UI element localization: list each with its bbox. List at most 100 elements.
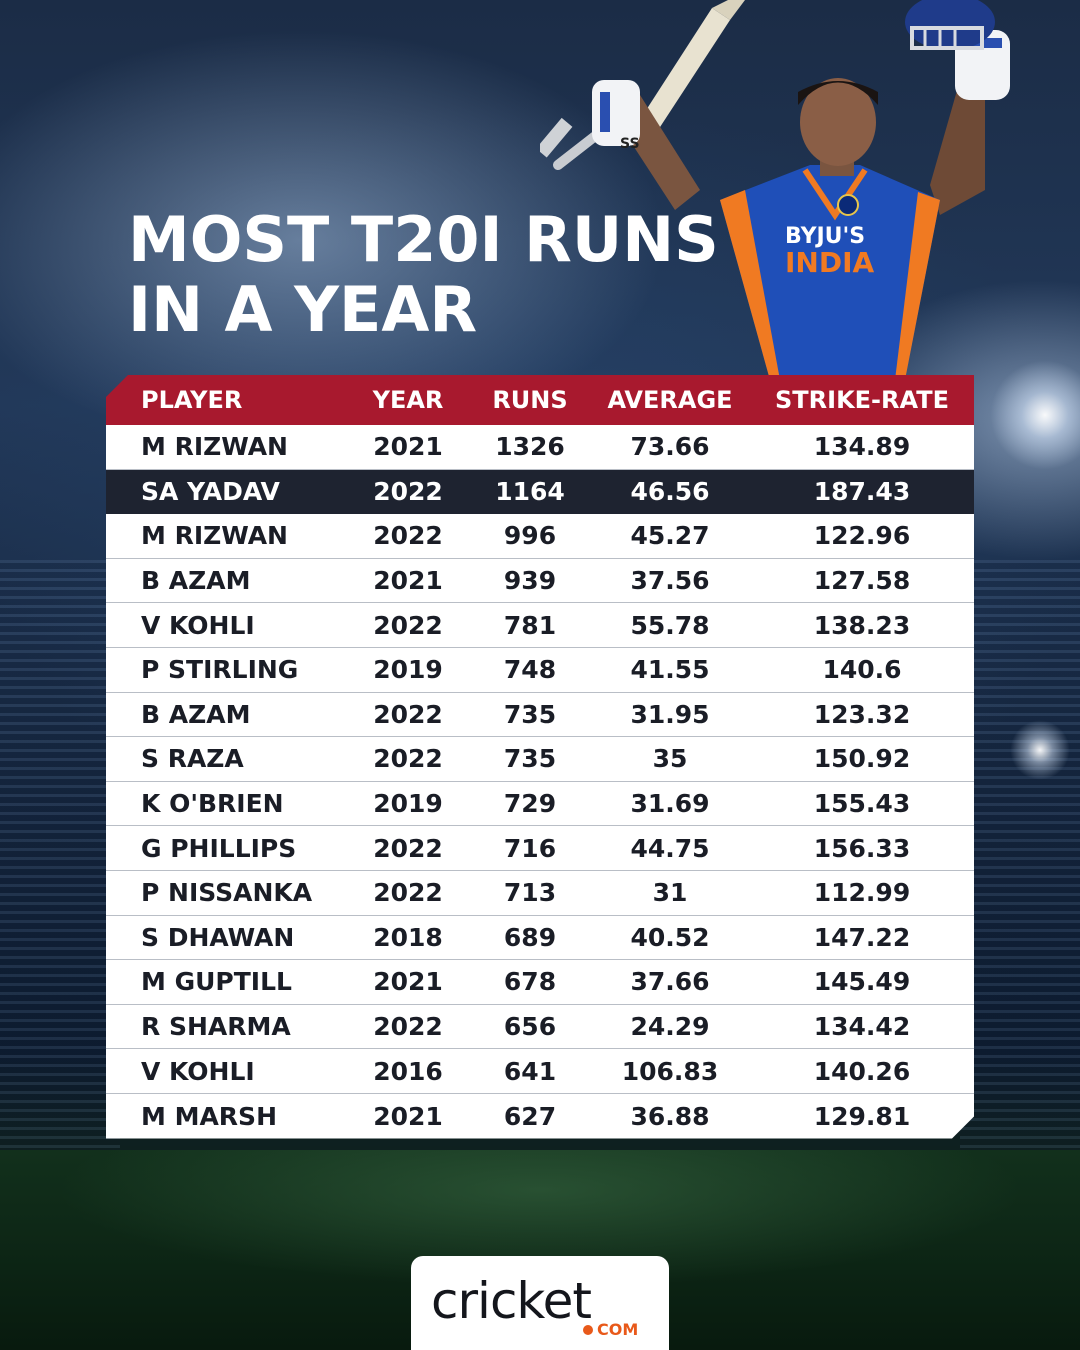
cell-strike-rate: 147.22 [813, 922, 911, 952]
cell-runs: 781 [503, 610, 557, 640]
table-row: P STIRLING 2019 748 41.55 140.6 [106, 648, 974, 693]
table-row: B AZAM 2021 939 37.56 127.58 [106, 559, 974, 604]
cell-year: 2022 [373, 833, 443, 863]
cell-strike-rate: 122.96 [813, 521, 911, 551]
jersey-team: INDIA [785, 246, 875, 279]
cell-player: B AZAM [141, 699, 251, 729]
cell-strike-rate: 123.32 [813, 699, 911, 729]
cell-runs: 641 [503, 1056, 557, 1086]
cell-strike-rate: 134.42 [813, 1012, 911, 1042]
table-header: PLAYER YEAR RUNS AVERAGE STRIKE-RATE [106, 375, 974, 425]
cell-average: 41.55 [630, 655, 710, 685]
table-body: M RIZWAN 2021 1326 73.66 134.89 SA YADAV 2022 1… [106, 425, 974, 1139]
table-row: S DHAWAN 2018 689 40.52 147.22 [106, 916, 974, 961]
cell-player: M RIZWAN [141, 521, 288, 551]
cell-player: M RIZWAN [141, 432, 288, 462]
cell-runs: 678 [503, 967, 557, 997]
logo-suffix: COM [597, 1320, 639, 1339]
cell-runs: 735 [503, 744, 557, 774]
cell-player: S RAZA [141, 744, 244, 774]
header-year: YEAR [372, 386, 444, 414]
cell-strike-rate: 187.43 [813, 477, 911, 507]
floodlight-glow [1010, 720, 1070, 780]
cell-year: 2022 [373, 521, 443, 551]
cell-average: 37.66 [630, 967, 710, 997]
cell-average: 106.83 [621, 1056, 719, 1086]
cell-strike-rate: 140.26 [813, 1056, 911, 1086]
cell-year: 2022 [373, 610, 443, 640]
cell-average: 55.78 [630, 610, 710, 640]
table-row: G PHILLIPS 2022 716 44.75 156.33 [106, 826, 974, 871]
floodlight-glow [990, 360, 1080, 470]
stats-table: PLAYER YEAR RUNS AVERAGE STRIKE-RATE M R… [106, 375, 974, 1139]
cell-runs: 656 [503, 1012, 557, 1042]
team-emblem-icon [837, 194, 859, 216]
cell-average: 31 [652, 878, 688, 908]
cell-average: 31.95 [630, 699, 710, 729]
cell-year: 2021 [373, 967, 443, 997]
cell-player: SA YADAV [141, 477, 280, 507]
cell-runs: 939 [503, 566, 557, 596]
cell-average: 46.56 [630, 477, 710, 507]
cell-runs: 1164 [495, 477, 565, 507]
cell-player: P NISSANKA [141, 878, 313, 908]
cell-average: 37.56 [630, 566, 710, 596]
cell-player: G PHILLIPS [141, 833, 297, 863]
table-row: M RIZWAN 2021 1326 73.66 134.89 [106, 425, 974, 470]
cell-average: 73.66 [630, 432, 710, 462]
helmet-icon [905, 0, 995, 50]
table-row: P NISSANKA 2022 713 31 112.99 [106, 871, 974, 916]
cell-year: 2021 [373, 1101, 443, 1131]
table-row: V KOHLI 2016 641 106.83 140.26 [106, 1049, 974, 1094]
table-row: V KOHLI 2022 781 55.78 138.23 [106, 603, 974, 648]
cell-average: 35 [652, 744, 688, 774]
cell-runs: 729 [503, 789, 557, 819]
table-row: R SHARMA 2022 656 24.29 134.42 [106, 1005, 974, 1050]
cricket-com-logo: cricket COM [411, 1256, 669, 1350]
cell-runs: 735 [503, 699, 557, 729]
header-player: PLAYER [141, 386, 243, 414]
cell-runs: 748 [503, 655, 557, 685]
cell-player: M GUPTILL [141, 967, 292, 997]
cell-year: 2022 [373, 699, 443, 729]
cell-year: 2016 [373, 1056, 443, 1086]
cell-runs: 713 [503, 878, 557, 908]
logo-wordmark: cricket [431, 1272, 592, 1330]
cell-strike-rate: 145.49 [813, 967, 911, 997]
table-row: SA YADAV 2022 1164 46.56 187.43 [106, 470, 974, 515]
cell-average: 31.69 [630, 789, 710, 819]
cell-strike-rate: 155.43 [813, 789, 911, 819]
header-strike-rate: STRIKE-RATE [775, 386, 949, 414]
cell-player: S DHAWAN [141, 922, 295, 952]
cell-runs: 689 [503, 922, 557, 952]
jersey-sponsor: BYJU'S [785, 224, 865, 249]
logo-dot-icon [583, 1325, 593, 1335]
cell-player: V KOHLI [141, 610, 255, 640]
cell-average: 45.27 [630, 521, 710, 551]
cell-year: 2021 [373, 432, 443, 462]
cell-player: P STIRLING [141, 655, 299, 685]
cell-year: 2022 [373, 1012, 443, 1042]
cell-strike-rate: 140.6 [822, 655, 902, 685]
cell-runs: 627 [503, 1101, 557, 1131]
cell-strike-rate: 134.89 [813, 432, 911, 462]
table-row: B AZAM 2022 735 31.95 123.32 [106, 693, 974, 738]
cell-year: 2018 [373, 922, 443, 952]
cell-runs: 716 [503, 833, 557, 863]
cell-year: 2019 [373, 789, 443, 819]
cell-runs: 1326 [495, 432, 565, 462]
header-runs: RUNS [492, 386, 568, 414]
cell-year: 2022 [373, 878, 443, 908]
table-row: M MARSH 2021 627 36.88 129.81 [106, 1094, 974, 1139]
player-illustration: SS BYJU'S INDIA [540, 0, 1010, 380]
cell-year: 2021 [373, 566, 443, 596]
cell-strike-rate: 150.92 [813, 744, 911, 774]
cell-year: 2022 [373, 744, 443, 774]
table-row: K O'BRIEN 2019 729 31.69 155.43 [106, 782, 974, 827]
left-stand [0, 560, 120, 1160]
table-row: S RAZA 2022 735 35 150.92 [106, 737, 974, 782]
title-line-1: MOST T20I RUNS [128, 203, 719, 276]
cell-year: 2019 [373, 655, 443, 685]
cell-player: R SHARMA [141, 1012, 291, 1042]
